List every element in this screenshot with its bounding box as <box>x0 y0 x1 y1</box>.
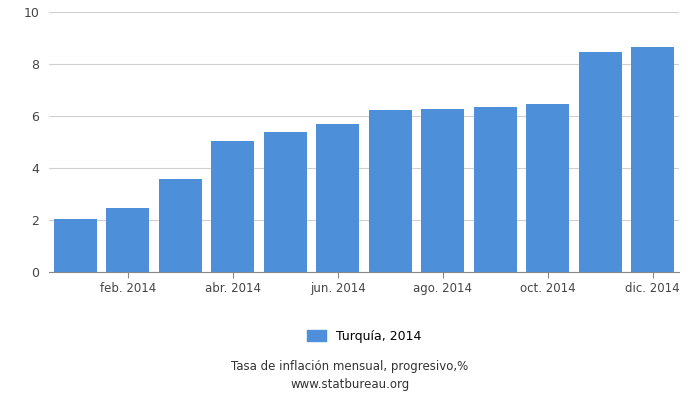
Bar <box>159 179 202 272</box>
Bar <box>474 107 517 272</box>
Legend: Turquía, 2014: Turquía, 2014 <box>302 325 426 348</box>
Bar <box>631 47 674 272</box>
Bar <box>54 220 97 272</box>
Bar <box>579 52 622 272</box>
Bar <box>421 109 464 272</box>
Bar <box>106 208 149 272</box>
Bar <box>264 132 307 272</box>
Text: Tasa de inflación mensual, progresivo,%: Tasa de inflación mensual, progresivo,% <box>232 360 468 373</box>
Bar <box>369 110 412 272</box>
Bar <box>211 142 254 272</box>
Bar <box>526 104 569 272</box>
Bar <box>316 124 359 272</box>
Text: www.statbureau.org: www.statbureau.org <box>290 378 410 391</box>
